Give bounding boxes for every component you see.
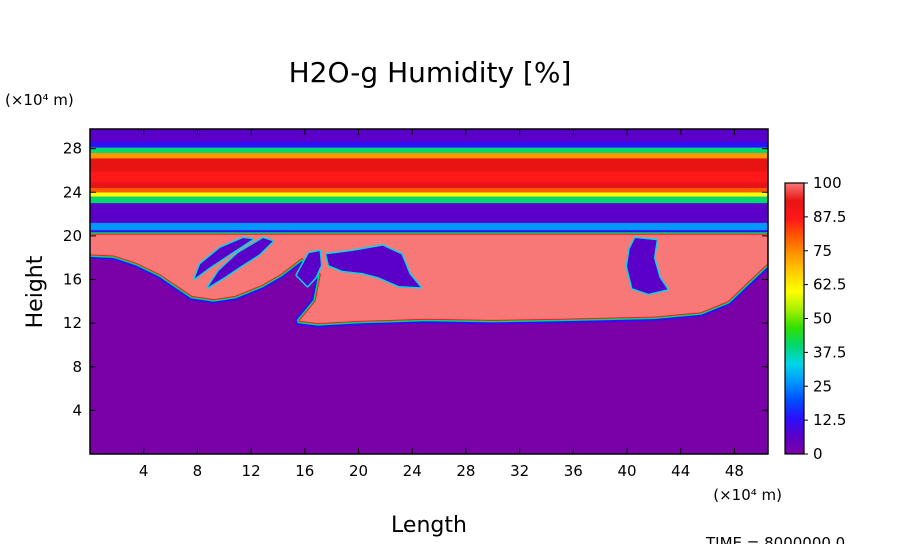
band-5 <box>90 192 768 197</box>
x-tick-label-9: 40 <box>617 462 636 480</box>
colorbar-tick-label-0: 100 <box>813 174 842 192</box>
colorbar-tick-label-5: 37.5 <box>813 343 846 361</box>
y-tick-label-2: 12 <box>63 314 82 332</box>
time-readout: TIME = 8000000.0 <box>705 534 845 544</box>
colorbar-gradient <box>785 183 804 454</box>
band-3 <box>90 203 768 223</box>
colorbar-tick-label-1: 87.5 <box>813 208 846 226</box>
plot-area <box>90 129 768 454</box>
y-tick-label-3: 16 <box>63 271 82 289</box>
band-6 <box>90 187 768 193</box>
colorbar: 100 87.5 75 62.5 50 37.5 25 12.5 0 <box>784 174 846 463</box>
y-axis-label: Height <box>23 255 48 328</box>
humidity-bands <box>90 129 768 236</box>
band-8 <box>90 171 768 183</box>
band-7 <box>90 182 768 188</box>
y-tick-label-5: 24 <box>63 183 82 201</box>
y-axis-unit: (×10⁴ m) <box>5 91 74 109</box>
colorbar-tick-label-6: 25 <box>813 377 832 395</box>
x-axis-label: Length <box>391 513 467 538</box>
cloud-region-0 <box>90 234 768 324</box>
x-tick-label-6: 28 <box>456 462 475 480</box>
colorbar-tick-label-4: 50 <box>813 310 832 328</box>
plot-frame <box>89 128 769 455</box>
band-9 <box>90 158 768 172</box>
cloud-region-3 <box>208 238 273 288</box>
y-tick-label-6: 28 <box>63 140 82 158</box>
x-axis-ticks: 4 8 12 16 20 24 28 32 36 40 44 48 <box>139 129 744 480</box>
band-10 <box>90 152 768 159</box>
colorbar-tick-label-7: 12.5 <box>813 411 846 429</box>
cloud-region-5 <box>296 251 321 286</box>
x-axis-unit: (×10⁴ m) <box>713 486 782 504</box>
x-tick-label-5: 24 <box>403 462 422 480</box>
band-13 <box>90 129 768 143</box>
colorbar-ticks: 100 87.5 75 62.5 50 37.5 25 12.5 0 <box>804 174 846 463</box>
band-12 <box>90 142 768 148</box>
x-tick-label-2: 12 <box>242 462 261 480</box>
band-4 <box>90 196 768 204</box>
cloud-region-2 <box>627 238 668 294</box>
cloud-region-4 <box>194 238 253 279</box>
dry-edge-2 <box>625 236 669 296</box>
colorbar-tick-label-2: 75 <box>813 242 832 260</box>
y-axis-ticks: 4 8 12 16 20 24 28 <box>63 140 768 419</box>
x-tick-label-11: 48 <box>725 462 744 480</box>
y-tick-label-4: 20 <box>63 227 82 245</box>
x-tick-label-0: 4 <box>139 462 149 480</box>
band-11 <box>90 147 768 153</box>
x-tick-label-7: 32 <box>510 462 529 480</box>
x-tick-label-10: 44 <box>671 462 690 480</box>
x-tick-label-1: 8 <box>193 462 203 480</box>
cloud-region-1 <box>326 245 421 288</box>
cloud-regions <box>90 230 768 328</box>
colorbar-tick-label-3: 62.5 <box>813 276 846 294</box>
x-tick-label-3: 16 <box>295 462 314 480</box>
y-tick-label-1: 8 <box>72 358 82 376</box>
colorbar-tick-label-8: 0 <box>813 445 823 463</box>
x-tick-label-4: 20 <box>349 462 368 480</box>
chart-title: H2O-g Humidity [%] <box>289 56 572 89</box>
y-tick-label-0: 4 <box>72 401 82 419</box>
band-2 <box>90 222 768 231</box>
x-tick-label-8: 36 <box>564 462 583 480</box>
